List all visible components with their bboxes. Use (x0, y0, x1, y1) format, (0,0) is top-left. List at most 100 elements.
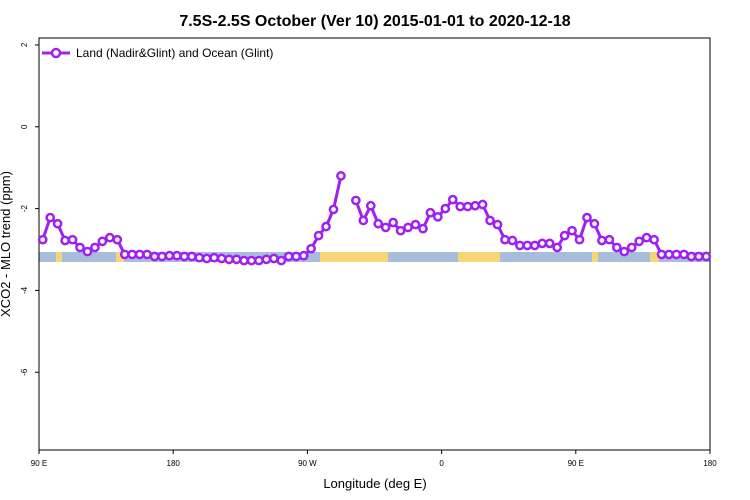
point (75, 242, 85, 253)
point (544, 238, 555, 249)
point (403, 222, 413, 233)
point (597, 235, 607, 246)
point (358, 215, 369, 226)
point (552, 242, 563, 253)
point (291, 251, 302, 262)
point (477, 199, 488, 210)
legend-marker (50, 47, 62, 59)
point (104, 232, 115, 243)
point (522, 240, 533, 251)
y-axis-label: XCO2 - MLO trend (ppm) (0, 171, 13, 317)
chart-title: 7.5S-2.5S October (Ver 10) 2015-01-01 to… (179, 13, 570, 30)
point (686, 251, 697, 262)
plot-frame (38, 37, 711, 451)
point (336, 171, 346, 181)
y-tick-label: -2 (20, 205, 29, 213)
point (328, 204, 339, 215)
point (634, 236, 645, 247)
x-tick-label: 0 (439, 459, 444, 468)
point (209, 252, 220, 263)
point (261, 254, 272, 265)
point (37, 234, 48, 245)
point (388, 217, 398, 228)
point (604, 234, 615, 245)
point (254, 255, 264, 266)
point (567, 225, 577, 236)
point (641, 232, 652, 243)
point (127, 249, 138, 260)
point (149, 251, 160, 262)
point (194, 252, 205, 263)
point (365, 200, 376, 211)
point (559, 230, 570, 241)
legend-label: Land (Nadir&Glint) and Ocean (Glint) (76, 46, 273, 60)
point (134, 249, 145, 260)
x-tick-label: 90 E (31, 459, 47, 468)
point (142, 249, 152, 260)
point (537, 238, 548, 249)
x-axis-label: Longitude (deg E) (323, 476, 426, 491)
point (373, 218, 384, 229)
legend: Land (Nadir&Glint) and Ocean (Glint) (42, 46, 273, 60)
point (425, 207, 436, 218)
point (656, 249, 667, 260)
point (492, 219, 503, 230)
x-tick-label: 180 (703, 459, 717, 468)
point (574, 234, 585, 245)
point (671, 249, 682, 260)
point (172, 250, 182, 261)
y-tick-label: -4 (20, 286, 29, 294)
point (395, 225, 406, 236)
point (52, 218, 63, 229)
point (313, 230, 324, 241)
y-tick-label: 0 (20, 124, 29, 129)
point (440, 203, 451, 214)
x-tick-label: 90 E (568, 459, 584, 468)
point (276, 255, 287, 266)
point (179, 251, 190, 262)
point (410, 219, 421, 230)
point (164, 250, 175, 261)
point (626, 242, 637, 253)
point (582, 212, 592, 223)
point (60, 235, 70, 246)
point (186, 251, 197, 262)
point (462, 201, 473, 212)
point (529, 240, 540, 251)
point (306, 243, 316, 254)
point (224, 254, 234, 265)
point (67, 234, 78, 245)
point (112, 234, 123, 245)
land-ocean-strip (39, 252, 710, 262)
point (380, 222, 391, 233)
series-line (41, 175, 707, 263)
point (239, 255, 249, 266)
point (649, 234, 659, 245)
point (701, 251, 712, 262)
point (664, 249, 674, 260)
point (500, 234, 510, 245)
y-tick-label: -6 (20, 368, 29, 376)
point (246, 255, 257, 266)
point (447, 194, 458, 205)
point (611, 242, 622, 253)
point (589, 218, 600, 229)
point (119, 249, 130, 260)
point (231, 254, 242, 265)
point (45, 212, 56, 223)
point (269, 253, 279, 264)
point (157, 251, 167, 262)
point (619, 246, 630, 257)
point (485, 215, 495, 226)
point (283, 251, 294, 262)
point (470, 200, 480, 211)
y-tick-label: 2 (20, 42, 29, 47)
point (351, 195, 361, 206)
point (515, 240, 525, 251)
point (679, 249, 689, 260)
point (433, 211, 443, 222)
point (507, 235, 518, 246)
point (298, 250, 309, 261)
x-tick-label: 180 (167, 459, 181, 468)
